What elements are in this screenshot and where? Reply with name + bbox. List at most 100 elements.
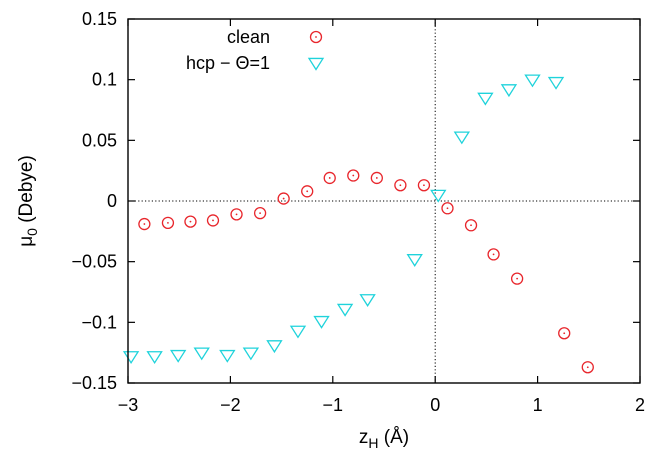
marker-dot bbox=[516, 277, 519, 280]
axis-ticks: −3 −2 −1 0 1 2 −0.15 −0.1 −0.05 0 0.05 0.1 0.15 bbox=[71, 9, 645, 415]
marker-dot bbox=[492, 253, 495, 256]
data-point bbox=[370, 171, 383, 185]
data-point bbox=[169, 349, 187, 363]
marker-dot bbox=[399, 184, 402, 187]
data-point bbox=[347, 169, 360, 182]
marker-dot bbox=[352, 174, 355, 177]
data-point bbox=[441, 202, 454, 215]
data-point bbox=[453, 131, 471, 145]
y-tick-label: 0.15 bbox=[82, 9, 117, 29]
marker-dot bbox=[212, 219, 214, 222]
y-tick-label: 0.1 bbox=[92, 70, 117, 90]
marker-ring bbox=[370, 171, 383, 185]
marker-dot bbox=[259, 212, 261, 215]
data-point bbox=[406, 254, 423, 267]
zero-lines bbox=[128, 19, 640, 383]
marker-dot bbox=[470, 224, 472, 227]
marker-dot bbox=[423, 184, 425, 187]
x-tick-label: 1 bbox=[533, 395, 543, 415]
y-axis-label-main: μ bbox=[16, 236, 37, 247]
marker-ring bbox=[323, 171, 336, 185]
x-axis-label: zH (Å) bbox=[359, 427, 409, 451]
y-tick-label: 0 bbox=[107, 191, 117, 211]
y-axis-label-unit: (Debye) bbox=[16, 155, 37, 228]
marker-ring bbox=[206, 214, 220, 227]
y-tick-label: −0.05 bbox=[71, 252, 117, 272]
data-point bbox=[242, 347, 260, 361]
data-point bbox=[547, 76, 565, 90]
data-point bbox=[219, 349, 236, 363]
marker-ring bbox=[394, 179, 407, 192]
marker-ring bbox=[417, 179, 431, 192]
marker-dot bbox=[315, 36, 317, 38]
y-tick-label: 0.05 bbox=[82, 130, 117, 150]
data-point bbox=[336, 303, 354, 317]
data-point bbox=[146, 351, 163, 365]
marker-dot bbox=[306, 190, 309, 193]
data-point bbox=[138, 217, 151, 231]
marker-ring bbox=[230, 208, 243, 221]
marker-dot bbox=[446, 207, 449, 210]
y-axis-label-subscript: 0 bbox=[24, 228, 40, 236]
marker-dot bbox=[167, 221, 169, 224]
data-point bbox=[417, 179, 431, 192]
data-point bbox=[277, 192, 290, 205]
y-tick-label: −0.15 bbox=[71, 373, 117, 393]
marker-dot bbox=[586, 366, 589, 369]
x-tick-label: −2 bbox=[220, 395, 241, 415]
marker-ring bbox=[347, 169, 360, 182]
data-point bbox=[524, 74, 541, 88]
data-point bbox=[289, 325, 307, 339]
legend-label-hcp: hcp − Θ=1 bbox=[186, 53, 270, 73]
x-axis-label-main: z bbox=[359, 427, 369, 448]
marker-ring bbox=[441, 202, 454, 215]
marker-dot bbox=[235, 213, 238, 216]
marker-ring bbox=[253, 206, 267, 220]
marker-dot bbox=[143, 223, 146, 225]
data-point bbox=[323, 171, 336, 185]
data-point bbox=[477, 92, 494, 106]
legend-label-clean: clean bbox=[227, 27, 270, 47]
x-axis-label-subscript: H bbox=[368, 435, 378, 451]
series-clean bbox=[138, 169, 594, 374]
marker-dot bbox=[375, 177, 378, 179]
x-axis-label-unit: (Å) bbox=[379, 427, 410, 448]
data-point bbox=[193, 347, 210, 361]
data-point bbox=[500, 84, 518, 98]
marker-ring bbox=[301, 185, 314, 198]
x-tick-label: 0 bbox=[430, 395, 440, 415]
marker-ring bbox=[487, 248, 500, 261]
data-points bbox=[122, 74, 594, 374]
data-point bbox=[359, 294, 376, 307]
data-point bbox=[558, 327, 571, 340]
marker-dot bbox=[328, 177, 331, 179]
data-point bbox=[230, 208, 243, 221]
marker-ring bbox=[138, 217, 151, 231]
data-point bbox=[430, 189, 447, 203]
x-tick-label: −1 bbox=[323, 395, 344, 415]
marker-dot bbox=[282, 197, 285, 200]
data-point bbox=[464, 219, 478, 232]
data-point bbox=[301, 185, 314, 198]
marker-ring bbox=[309, 30, 323, 44]
marker-ring bbox=[581, 361, 594, 374]
x-tick-label: 2 bbox=[635, 395, 645, 415]
data-point bbox=[122, 351, 140, 365]
y-axis-label: μ0 (Debye) bbox=[16, 155, 40, 247]
data-point bbox=[184, 215, 197, 228]
marker-dot bbox=[189, 220, 192, 223]
data-point bbox=[510, 272, 524, 285]
y-tick-label: −0.1 bbox=[81, 312, 117, 332]
data-point bbox=[581, 361, 594, 374]
x-tick-label: −3 bbox=[118, 395, 139, 415]
series-hcp bbox=[122, 74, 565, 365]
legend: clean hcp − Θ=1 bbox=[186, 27, 325, 73]
marker-ring bbox=[161, 216, 175, 229]
marker-ring bbox=[184, 215, 197, 228]
data-point bbox=[394, 179, 407, 192]
data-point bbox=[313, 315, 330, 329]
marker-ring bbox=[558, 327, 571, 340]
data-point bbox=[253, 206, 267, 220]
marker-ring bbox=[277, 192, 290, 205]
